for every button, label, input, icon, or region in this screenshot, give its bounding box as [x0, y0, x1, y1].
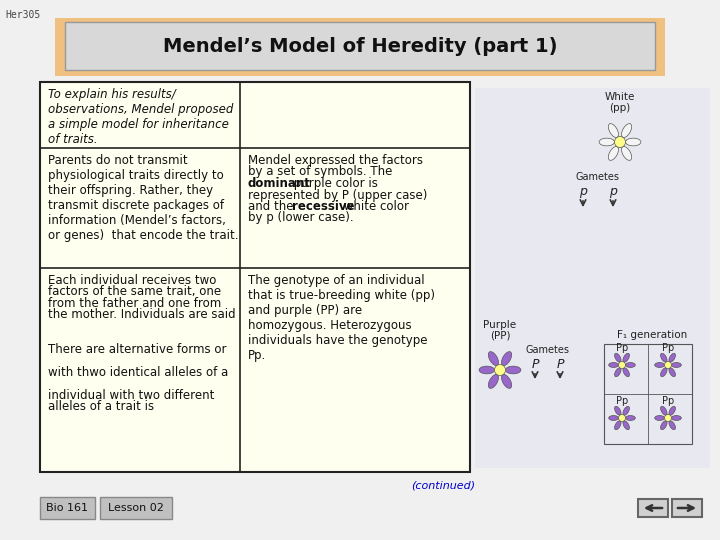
Bar — [604, 344, 692, 444]
Text: p: p — [609, 185, 617, 198]
Circle shape — [618, 361, 626, 368]
Text: F₁ generation: F₁ generation — [617, 330, 687, 340]
Ellipse shape — [623, 368, 629, 377]
Ellipse shape — [621, 124, 631, 138]
Text: from the father and one from: from the father and one from — [48, 297, 221, 310]
Text: by a set of symbols. The: by a set of symbols. The — [248, 165, 392, 179]
Ellipse shape — [488, 375, 498, 388]
Ellipse shape — [669, 421, 675, 430]
Text: Parents do not transmit
physiological traits directly to
their offspring. Rather: Parents do not transmit physiological tr… — [48, 154, 238, 242]
Text: Pp: Pp — [662, 343, 674, 353]
Ellipse shape — [599, 138, 614, 146]
Text: White: White — [605, 92, 635, 102]
Circle shape — [665, 361, 672, 368]
Text: purple color is: purple color is — [290, 177, 378, 190]
Bar — [100, 497, 172, 519]
Text: Purple: Purple — [483, 320, 516, 330]
Bar — [40, 497, 95, 519]
Text: factors of the same trait, one: factors of the same trait, one — [48, 286, 221, 299]
Text: Mendel expressed the factors: Mendel expressed the factors — [248, 154, 423, 167]
Text: alleles of a trait is: alleles of a trait is — [48, 401, 154, 414]
Ellipse shape — [621, 146, 631, 160]
Bar — [55, 18, 665, 76]
Text: There are alternative forms or: There are alternative forms or — [48, 343, 227, 356]
Ellipse shape — [654, 416, 665, 421]
Circle shape — [614, 137, 626, 147]
Text: Pp: Pp — [616, 343, 628, 353]
Text: individual with two different: individual with two different — [48, 389, 215, 402]
Circle shape — [495, 364, 505, 375]
Text: Pp: Pp — [662, 396, 674, 406]
Text: Lesson 02: Lesson 02 — [108, 503, 164, 513]
Ellipse shape — [623, 406, 629, 415]
Ellipse shape — [502, 375, 512, 388]
Text: The genotype of an individual
that is true-breeding white (pp)
and purple (PP) a: The genotype of an individual that is tr… — [248, 274, 435, 362]
Text: Gametes: Gametes — [576, 172, 620, 182]
Ellipse shape — [660, 353, 667, 362]
Text: Pp: Pp — [616, 396, 628, 406]
Ellipse shape — [608, 416, 618, 421]
Circle shape — [665, 415, 672, 422]
Ellipse shape — [626, 362, 635, 367]
Text: (pp): (pp) — [609, 103, 631, 113]
Text: Each individual receives two: Each individual receives two — [48, 274, 217, 287]
Text: by p (lower case).: by p (lower case). — [248, 212, 354, 225]
Ellipse shape — [672, 416, 681, 421]
Bar — [638, 499, 668, 517]
Bar — [40, 82, 470, 472]
Text: (PP): (PP) — [490, 331, 510, 341]
Text: Her305: Her305 — [5, 10, 40, 20]
Ellipse shape — [669, 406, 675, 415]
Text: the mother. Individuals are said: the mother. Individuals are said — [48, 308, 235, 321]
Ellipse shape — [672, 362, 681, 367]
Ellipse shape — [623, 353, 629, 362]
Ellipse shape — [615, 353, 621, 362]
Text: To explain his results/
observations, Mendel proposed
a simple model for inherit: To explain his results/ observations, Me… — [48, 88, 233, 146]
Ellipse shape — [615, 368, 621, 377]
Text: represented by P (upper case): represented by P (upper case) — [248, 188, 428, 201]
Text: (continued): (continued) — [411, 480, 475, 490]
Text: Bio 161: Bio 161 — [46, 503, 88, 513]
Ellipse shape — [669, 368, 675, 377]
Text: and the: and the — [248, 200, 294, 213]
Bar — [65, 22, 655, 70]
Bar — [475, 88, 710, 468]
Ellipse shape — [654, 362, 665, 367]
Text: white color: white color — [340, 200, 409, 213]
Ellipse shape — [660, 368, 667, 377]
Ellipse shape — [660, 421, 667, 430]
Ellipse shape — [505, 366, 521, 374]
Ellipse shape — [626, 138, 641, 146]
Text: recessive: recessive — [292, 200, 354, 213]
Ellipse shape — [615, 406, 621, 415]
Ellipse shape — [626, 416, 635, 421]
Ellipse shape — [615, 421, 621, 430]
Bar — [672, 499, 702, 517]
Text: dominant: dominant — [248, 177, 311, 190]
Ellipse shape — [608, 362, 618, 367]
Ellipse shape — [608, 124, 618, 138]
Ellipse shape — [660, 406, 667, 415]
Text: P: P — [557, 358, 564, 371]
Text: with thwo identical alleles of a: with thwo identical alleles of a — [48, 366, 228, 379]
Text: Gametes: Gametes — [526, 345, 570, 355]
Text: p: p — [579, 185, 587, 198]
Ellipse shape — [608, 146, 618, 160]
Ellipse shape — [488, 352, 498, 366]
Ellipse shape — [502, 352, 512, 366]
Circle shape — [618, 415, 626, 422]
Ellipse shape — [623, 421, 629, 430]
Text: P: P — [531, 358, 539, 371]
Ellipse shape — [479, 366, 495, 374]
Text: Mendel’s Model of Heredity (part 1): Mendel’s Model of Heredity (part 1) — [163, 37, 557, 57]
Ellipse shape — [669, 353, 675, 362]
